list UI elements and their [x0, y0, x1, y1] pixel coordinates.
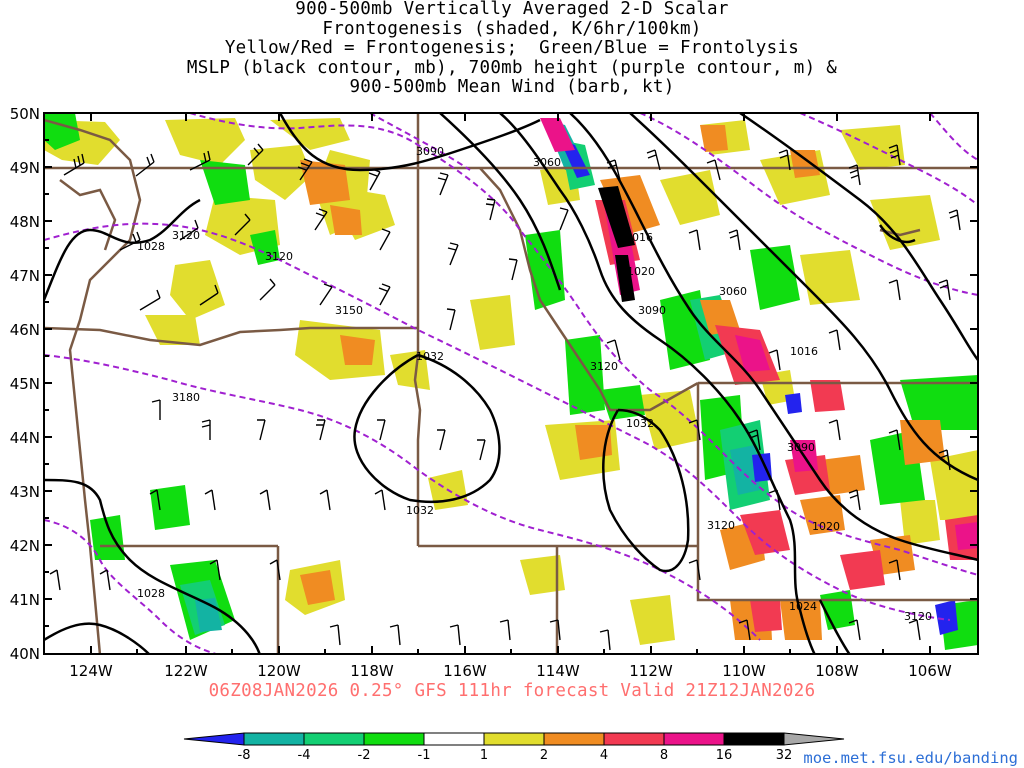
mslp-label: 1016 [790, 345, 818, 358]
color-bar: -8 -4 -2 -1 1 2 4 8 16 32 [183, 732, 845, 763]
colorbar-label: 32 [776, 748, 793, 763]
colorbar-left-arrow [183, 732, 245, 746]
lon-label: 108W [815, 662, 859, 680]
colorbar-label: -1 [418, 748, 431, 763]
colorbar-segment [363, 732, 425, 746]
height-label: 3090 [787, 441, 815, 454]
height-label: 3120 [172, 229, 200, 242]
lat-label: 41N [10, 591, 40, 609]
map-title-block: 900-500mb Vertically Averaged 2-D Scalar… [0, 0, 1024, 98]
height-label: 3090 [416, 145, 444, 158]
lat-label: 49N [10, 159, 40, 177]
lon-label: 116W [443, 662, 487, 680]
lon-label: 112W [629, 662, 673, 680]
mslp-label: 1020 [627, 265, 655, 278]
wind-barbs [49, 143, 961, 651]
lon-label: 120W [257, 662, 301, 680]
lat-label: 47N [10, 267, 40, 285]
mslp-label: 1028 [137, 587, 165, 600]
lat-label: 44N [10, 429, 40, 447]
height-contours [44, 113, 978, 654]
colorbar-segment [723, 732, 785, 746]
lon-label: 118W [350, 662, 394, 680]
forecast-valid-line: 06Z08JAN2026 0.25° GFS 111hr forecast Va… [208, 681, 816, 701]
colorbar-label: 4 [600, 748, 608, 763]
mslp-label: 1020 [812, 520, 840, 533]
contour-labels: 1028 1016 1020 1032 1032 1032 1016 1020 … [137, 145, 932, 623]
colorbar-segment [303, 732, 365, 746]
colorbar-label: 2 [540, 748, 548, 763]
height-label: 3120 [904, 610, 932, 623]
lon-label: 114W [536, 662, 580, 680]
mslp-label: 1032 [406, 504, 434, 517]
longitude-labels: 124W 122W 120W 118W 116W 114W 112W 110W … [69, 662, 952, 680]
lat-label: 45N [10, 375, 40, 393]
colorbar-right-arrow [783, 732, 845, 746]
colorbar-label: -8 [238, 748, 251, 763]
lat-label: 48N [10, 213, 40, 231]
lon-label: 124W [69, 662, 113, 680]
lon-label: 106W [908, 662, 952, 680]
title-line-1: 900-500mb Vertically Averaged 2-D Scalar [295, 0, 729, 19]
height-label: 3120 [590, 360, 618, 373]
latitude-labels: 50N 49N 48N 47N 46N 45N 44N 43N 42N 41N … [10, 105, 40, 663]
mslp-contours [44, 113, 978, 654]
colorbar-label: -2 [358, 748, 371, 763]
colorbar-label: -4 [298, 748, 311, 763]
mslp-label: 1016 [625, 231, 653, 244]
lat-label: 42N [10, 537, 40, 555]
lat-label: 43N [10, 483, 40, 501]
colorbar-segment [663, 732, 725, 746]
title-line-3: Yellow/Red = Frontogenesis; Green/Blue =… [224, 38, 800, 58]
map-frame [43, 112, 979, 655]
mslp-label: 1028 [137, 240, 165, 253]
title-line-5: 900-500mb Mean Wind (barb, kt) [349, 77, 675, 97]
title-line-4: MSLP (black contour, mb), 700mb height (… [186, 57, 838, 78]
height-label: 3150 [335, 304, 363, 317]
height-label: 3180 [172, 391, 200, 404]
frontogenesis-shading [44, 113, 978, 650]
colorbar-segment [243, 732, 305, 746]
title-line-2: Frontogenesis (shaded, K/6hr/100km) [322, 18, 702, 39]
colorbar-label: 1 [480, 748, 488, 763]
colorbar-label: 16 [716, 748, 733, 763]
height-label: 3120 [265, 250, 293, 263]
lat-label: 40N [10, 645, 40, 663]
height-label: 3120 [707, 519, 735, 532]
colorbar-segment [603, 732, 665, 746]
height-label: 3090 [638, 304, 666, 317]
colorbar-segment [483, 732, 545, 746]
height-label: 3060 [719, 285, 747, 298]
mslp-label: 1032 [416, 350, 444, 363]
lat-label: 50N [10, 105, 40, 123]
colorbar-segment [423, 732, 485, 746]
lon-label: 110W [722, 662, 766, 680]
lon-label: 122W [164, 662, 208, 680]
colorbar-segment [543, 732, 605, 746]
lat-label: 46N [10, 321, 40, 339]
mslp-label: 1024 [789, 600, 817, 613]
height-label: 3060 [533, 156, 561, 169]
colorbar-label: 8 [660, 748, 668, 763]
site-credit-link[interactable]: moe.met.fsu.edu/banding [803, 749, 1018, 767]
mslp-label: 1032 [626, 417, 654, 430]
